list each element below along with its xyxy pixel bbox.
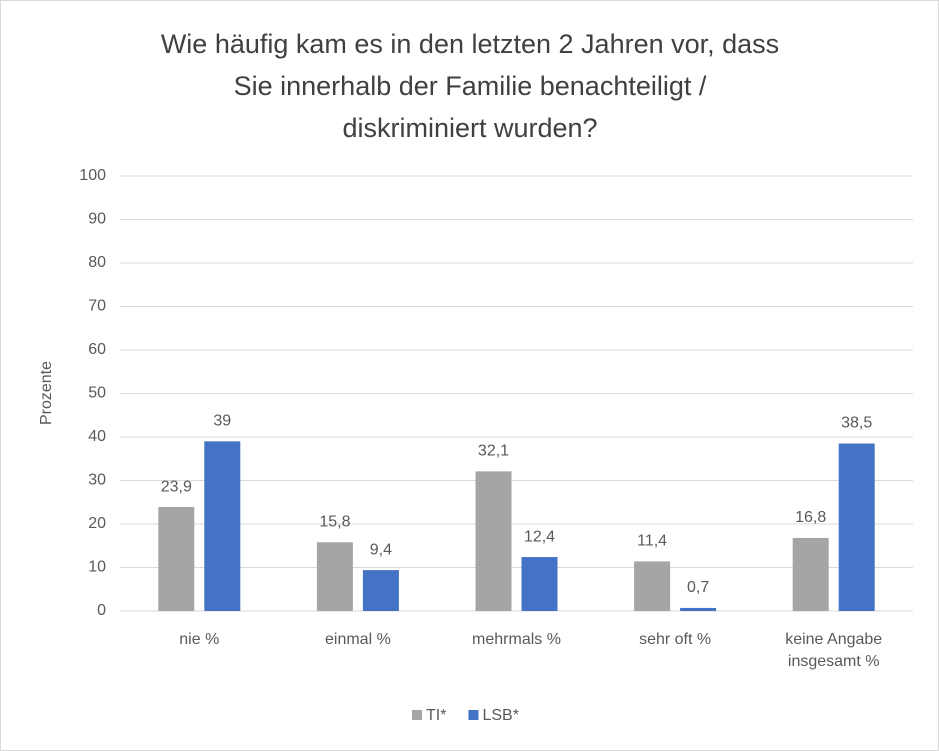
y-tick-label: 60: [88, 341, 106, 358]
y-tick-label: 70: [88, 298, 106, 315]
data-label: 9,4: [370, 541, 392, 558]
y-axis-label: Prozente: [38, 361, 55, 425]
data-label: 32,1: [478, 443, 509, 460]
y-tick-label: 100: [79, 167, 106, 184]
y-tick-label: 80: [88, 254, 106, 271]
chart-title: Sie innerhalb der Familie benachteiligt …: [234, 71, 707, 101]
bar: [362, 570, 399, 611]
bar: [204, 441, 241, 611]
x-tick-label: keine Angabe insgesamt %: [785, 631, 882, 670]
x-tick-label: mehrmals %: [472, 631, 561, 648]
data-label: 23,9: [161, 478, 192, 495]
y-tick-label: 90: [88, 211, 106, 228]
bar: [158, 507, 195, 611]
data-label: 12,4: [524, 528, 555, 545]
bar: [792, 537, 829, 611]
chart-title: Wie häufig kam es in den letzten 2 Jahre…: [161, 29, 779, 59]
y-tick-label: 50: [88, 385, 106, 402]
x-tick-label: nie %: [179, 631, 219, 648]
x-tick-label: sehr oft %: [639, 631, 711, 648]
bar: [475, 471, 512, 611]
legend-swatch: [468, 710, 479, 720]
y-tick-label: 20: [88, 515, 106, 532]
y-tick-label: 10: [88, 559, 106, 576]
bar: [680, 607, 717, 611]
legend-label: LSB*: [482, 707, 518, 724]
data-label: 16,8: [795, 509, 826, 526]
y-tick-label: 0: [97, 602, 106, 619]
bar: [521, 557, 558, 611]
data-label: 11,4: [637, 533, 667, 550]
chart-title: diskriminiert wurden?: [342, 113, 597, 143]
data-label: 38,5: [841, 415, 872, 432]
legend-swatch: [412, 710, 422, 720]
data-label: 15,8: [319, 513, 350, 530]
legend-label: TI*: [426, 707, 446, 724]
y-tick-label: 30: [88, 472, 106, 489]
x-tick-label: einmal %: [325, 631, 391, 648]
data-label: 0,7: [687, 579, 709, 596]
bar: [316, 542, 353, 611]
y-tick-label: 40: [88, 428, 106, 445]
data-label: 39: [213, 413, 231, 430]
bar: [838, 443, 875, 611]
bar: [634, 561, 671, 611]
